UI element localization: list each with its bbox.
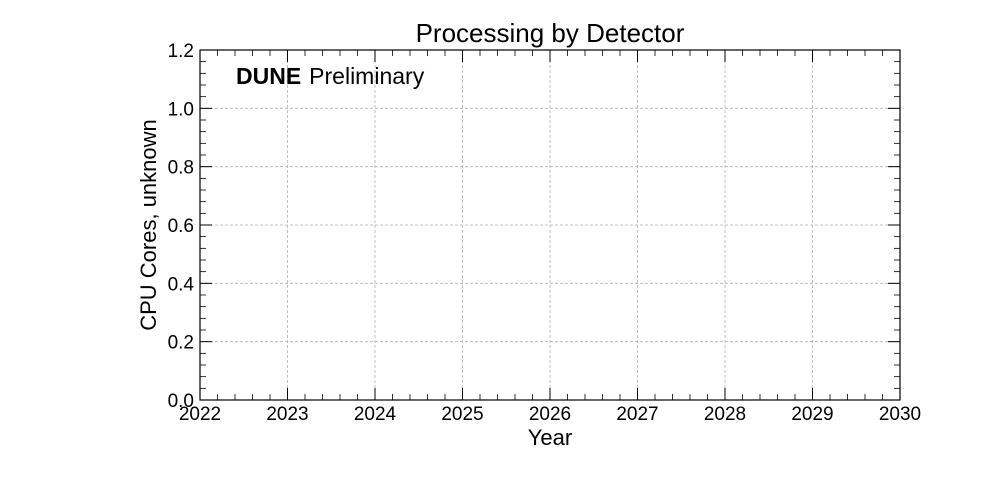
x-tick-label: 2027 xyxy=(616,404,658,425)
y-tick-label: 1.2 xyxy=(168,41,194,62)
y-tick-label: 0.2 xyxy=(168,333,194,354)
y-tick-labels: 0.0 0.2 0.4 0.6 0.8 1.0 1.2 xyxy=(168,41,195,412)
y-tick-label: 0.6 xyxy=(168,216,194,237)
grid xyxy=(200,50,900,400)
dune-logo-text: DUNE xyxy=(236,63,301,89)
y-axis-label: CPU Cores, unknown xyxy=(136,119,161,331)
x-tick-labels: 2022 2023 2024 2025 2026 2027 2028 2029 2030 xyxy=(179,404,921,425)
x-tick-label: 2030 xyxy=(879,404,921,425)
y-tick-label: 0.4 xyxy=(168,274,195,295)
preliminary-text: Preliminary xyxy=(309,63,425,89)
chart-title: Processing by Detector xyxy=(416,18,685,48)
x-axis-label: Year xyxy=(528,425,572,450)
y-tick-label: 0.0 xyxy=(168,391,194,412)
x-tick-label: 2026 xyxy=(529,404,571,425)
plot-frame xyxy=(199,49,901,401)
x-tick-label: 2024 xyxy=(354,404,397,425)
minor-ticks xyxy=(200,50,900,400)
x-tick-label: 2025 xyxy=(441,404,483,425)
x-tick-label: 2022 xyxy=(179,404,221,425)
x-tick-label: 2028 xyxy=(704,404,746,425)
y-tick-label: 0.8 xyxy=(168,158,194,179)
y-tick-label: 1.0 xyxy=(168,99,194,120)
dune-preliminary-label: DUNE Preliminary xyxy=(236,63,425,89)
x-tick-label: 2023 xyxy=(266,404,308,425)
x-tick-label: 2029 xyxy=(791,404,833,425)
